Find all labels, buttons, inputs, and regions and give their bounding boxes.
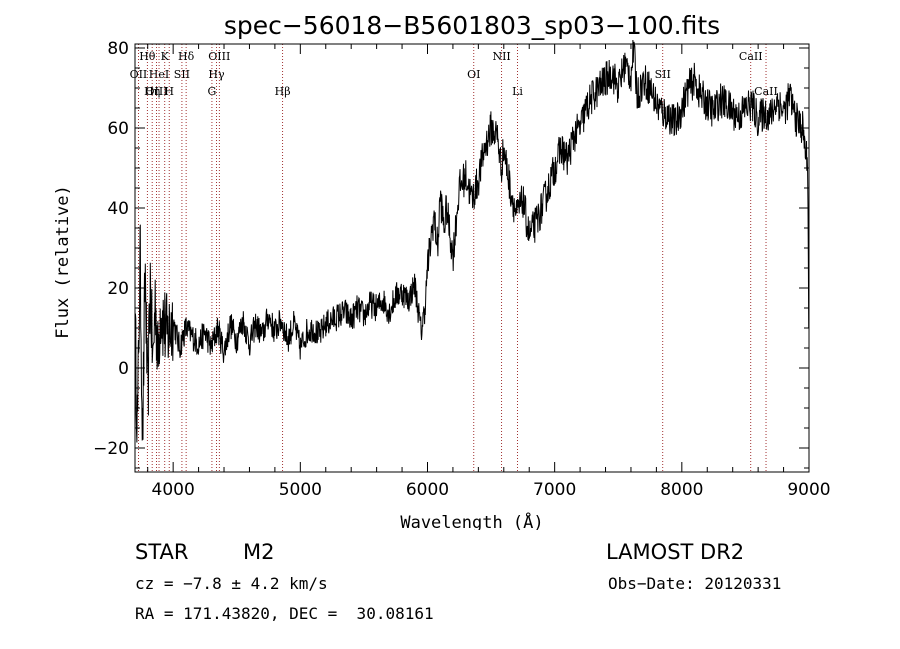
line-marker-label: Hγ bbox=[208, 68, 225, 81]
y-tick-label: 80 bbox=[107, 39, 129, 59]
line-marker-label: SII bbox=[174, 68, 190, 81]
y-tick-label: −20 bbox=[93, 439, 129, 459]
line-marker-label: OII bbox=[130, 68, 148, 81]
x-axis-label: Wavelength (Å) bbox=[400, 511, 543, 530]
spectrum-line bbox=[134, 39, 810, 443]
line-marker-label: K bbox=[161, 50, 170, 63]
line-marker-label: Hθ bbox=[139, 50, 156, 63]
x-tick-label: 4000 bbox=[152, 480, 195, 500]
plot-frame bbox=[134, 43, 810, 473]
y-tick-label: 60 bbox=[107, 119, 129, 139]
x-tick-label: 7000 bbox=[533, 480, 576, 500]
coordinates: RA = 171.43820, DEC = 30.08161 bbox=[135, 604, 434, 623]
x-tick-label: 5000 bbox=[279, 480, 322, 500]
y-tick-label: 20 bbox=[107, 279, 129, 299]
object-class: STAR bbox=[135, 540, 189, 564]
line-marker-label: CaII bbox=[754, 85, 778, 98]
chart-title: spec−56018−B5601803_sp03−100.fits bbox=[224, 11, 720, 40]
line-marker-label: CaII bbox=[739, 50, 763, 63]
object-subclass: M2 bbox=[243, 540, 275, 564]
y-tick-label: 40 bbox=[107, 199, 129, 219]
redshift-cz: cz = −7.8 ± 4.2 km/s bbox=[135, 574, 328, 593]
line-marker-label: G bbox=[208, 85, 217, 98]
y-axis-label: Flux (relative) bbox=[53, 185, 73, 339]
line-marker-label: HeI bbox=[149, 68, 169, 81]
line-marker-label: SII bbox=[655, 68, 671, 81]
axis-ticks: 4000 5000 6000 7000 8000 9000 −20 0 20 40 60 80 bbox=[93, 39, 831, 500]
x-tick-label: 9000 bbox=[787, 480, 830, 500]
line-marker-label: Hδ bbox=[178, 50, 195, 63]
observation-date: Obs−Date: 20120331 bbox=[608, 574, 782, 593]
x-tick-label: 6000 bbox=[406, 480, 449, 500]
line-marker-label: Hβ bbox=[275, 85, 291, 98]
line-marker-label: OI bbox=[467, 68, 480, 81]
y-tick-label: 0 bbox=[118, 359, 129, 379]
line-marker-label: OIII bbox=[208, 50, 230, 63]
line-marker-label: NII bbox=[492, 50, 510, 63]
line-marker-label: Hη bbox=[144, 85, 160, 98]
line-marker-label: OIII bbox=[145, 85, 167, 98]
line-marker-label: H bbox=[164, 85, 174, 98]
line-marker-label: Li bbox=[512, 85, 523, 98]
x-tick-label: 8000 bbox=[660, 480, 703, 500]
survey-name: LAMOST DR2 bbox=[606, 540, 745, 564]
